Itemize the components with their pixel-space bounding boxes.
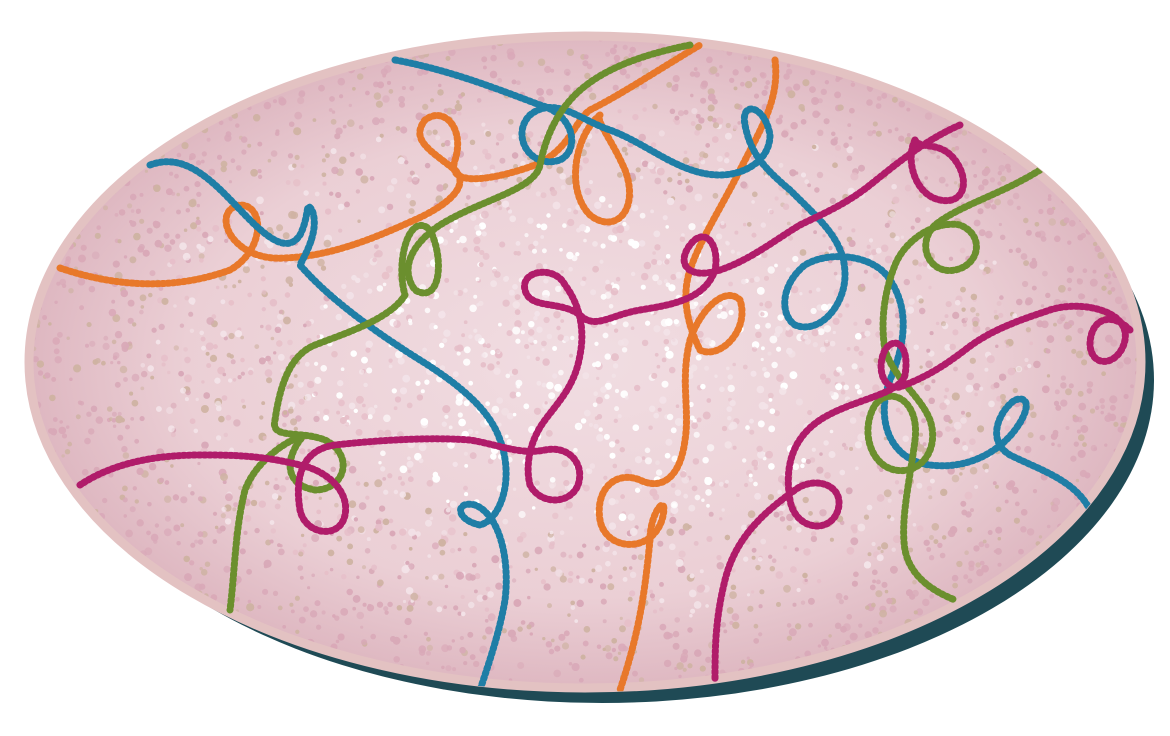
blue-strand-upper: [391, 56, 1094, 514]
dish-rim: [24, 31, 1146, 693]
orange-strand-central: [595, 56, 780, 692]
orange-strand-top-loop: [572, 111, 633, 226]
magenta-strand-right: [711, 302, 1134, 684]
blue-strand-left: [146, 158, 510, 692]
orange-strand-upper: [56, 41, 704, 288]
green-strand-left: [226, 41, 694, 614]
magenta-strand-upper: [76, 121, 964, 535]
strands-group: [56, 41, 1134, 692]
magenta-strand-top-loop: [907, 136, 967, 205]
